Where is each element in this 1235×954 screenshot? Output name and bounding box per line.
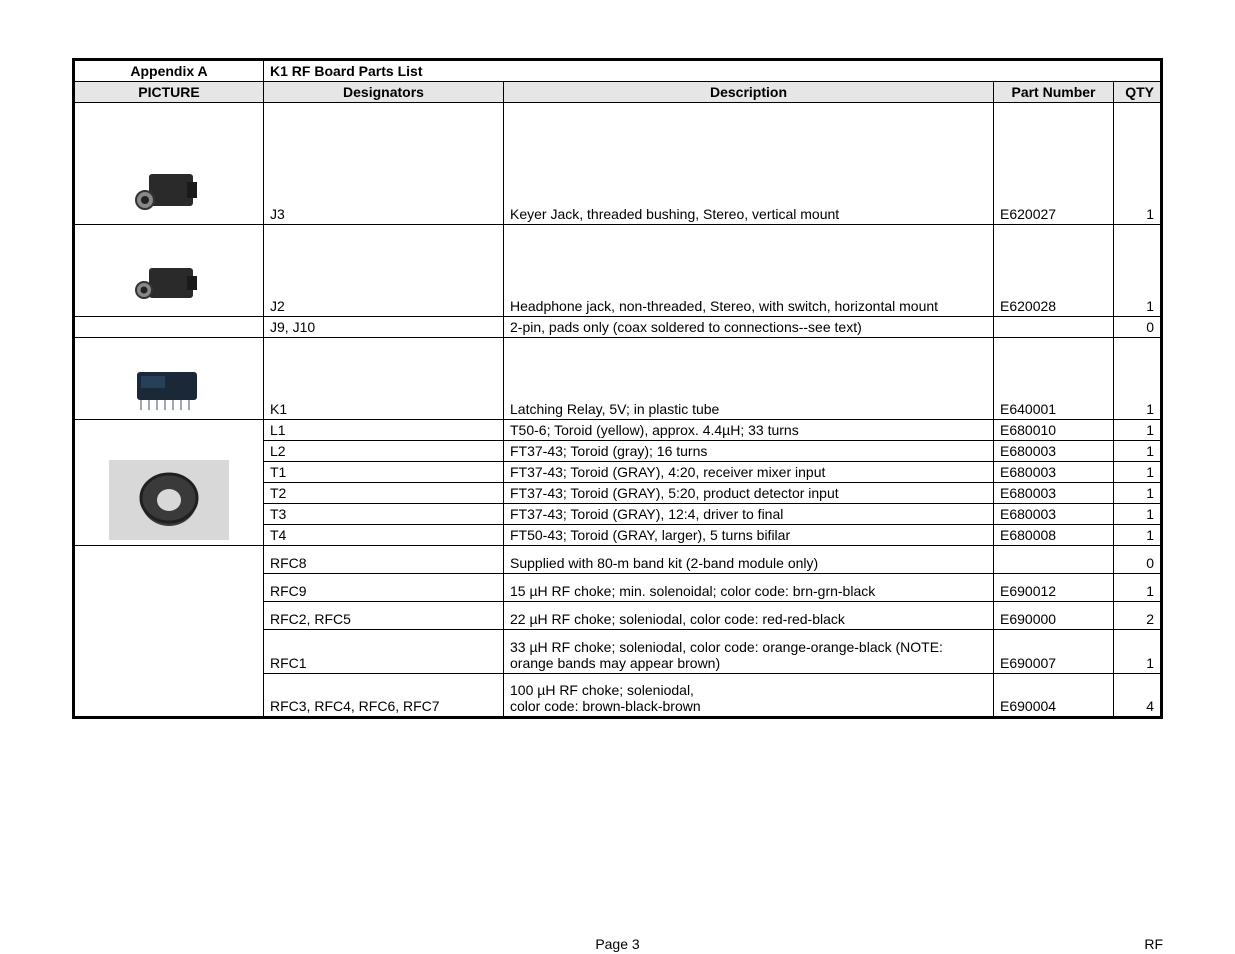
appendix-label: Appendix A (74, 60, 264, 82)
qty-cell: 1 (1114, 630, 1162, 674)
part-number-cell: E680003 (994, 504, 1114, 525)
description-cell: Supplied with 80-m band kit (2-band modu… (504, 546, 994, 574)
designator-cell: RFC3, RFC4, RFC6, RFC7 (264, 674, 504, 718)
picture-cell (74, 420, 264, 546)
col-description: Description (504, 82, 994, 103)
parts-table: Appendix A K1 RF Board Parts List PICTUR… (72, 58, 1163, 719)
relay-icon (127, 366, 212, 414)
qty-cell: 1 (1114, 420, 1162, 441)
qty-cell: 0 (1114, 546, 1162, 574)
designator-cell: J9, J10 (264, 317, 504, 338)
part-number-cell: E620028 (994, 225, 1114, 317)
designator-cell: T2 (264, 483, 504, 504)
designator-cell: J3 (264, 103, 504, 225)
qty-cell: 1 (1114, 338, 1162, 420)
audio-jack-icon (129, 164, 209, 219)
designator-cell: T3 (264, 504, 504, 525)
description-cell: 15 µH RF choke; min. solenoidal; color c… (504, 574, 994, 602)
designator-cell: RFC2, RFC5 (264, 602, 504, 630)
description-cell: FT50-43; Toroid (GRAY, larger), 5 turns … (504, 525, 994, 546)
designator-cell: RFC1 (264, 630, 504, 674)
table-row: J3 Keyer Jack, threaded bushing, Stereo,… (74, 103, 1162, 225)
table-title: K1 RF Board Parts List (264, 60, 1162, 82)
toroid-icon (109, 460, 229, 540)
qty-cell: 1 (1114, 574, 1162, 602)
picture-cell (74, 546, 264, 718)
part-number-cell: E680003 (994, 441, 1114, 462)
picture-cell (74, 317, 264, 338)
picture-cell (74, 103, 264, 225)
designator-cell: T1 (264, 462, 504, 483)
table-row: K1 Latching Relay, 5V; in plastic tube E… (74, 338, 1162, 420)
picture-cell (74, 338, 264, 420)
part-number-cell: E680003 (994, 462, 1114, 483)
description-cell: Headphone jack, non-threaded, Stereo, wi… (504, 225, 994, 317)
qty-cell: 0 (1114, 317, 1162, 338)
description-cell: 22 µH RF choke; soleniodal, color code: … (504, 602, 994, 630)
designator-cell: RFC9 (264, 574, 504, 602)
part-number-cell: E690004 (994, 674, 1114, 718)
col-picture: PICTURE (74, 82, 264, 103)
col-designators: Designators (264, 82, 504, 103)
qty-cell: 1 (1114, 225, 1162, 317)
table-row: RFC8 Supplied with 80-m band kit (2-band… (74, 546, 1162, 574)
designator-cell: J2 (264, 225, 504, 317)
part-number-cell: E690007 (994, 630, 1114, 674)
description-cell: FT37-43; Toroid (gray); 16 turns (504, 441, 994, 462)
audio-jack-icon (129, 256, 209, 311)
part-number-cell: E620027 (994, 103, 1114, 225)
designator-cell: L2 (264, 441, 504, 462)
designator-cell: K1 (264, 338, 504, 420)
designator-cell: L1 (264, 420, 504, 441)
qty-cell: 1 (1114, 103, 1162, 225)
part-number-cell (994, 546, 1114, 574)
description-cell: 2-pin, pads only (coax soldered to conne… (504, 317, 994, 338)
qty-cell: 1 (1114, 504, 1162, 525)
title-row: Appendix A K1 RF Board Parts List (74, 60, 1162, 82)
description-cell: FT37-43; Toroid (GRAY), 4:20, receiver m… (504, 462, 994, 483)
col-qty: QTY (1114, 82, 1162, 103)
table-row: L1 T50-6; Toroid (yellow), approx. 4.4µH… (74, 420, 1162, 441)
part-number-cell: E680003 (994, 483, 1114, 504)
part-number-cell: E690000 (994, 602, 1114, 630)
part-number-cell: E680008 (994, 525, 1114, 546)
qty-cell: 1 (1114, 483, 1162, 504)
description-cell: Keyer Jack, threaded bushing, Stereo, ve… (504, 103, 994, 225)
table-row: J2 Headphone jack, non-threaded, Stereo,… (74, 225, 1162, 317)
col-part-number: Part Number (994, 82, 1114, 103)
part-number-cell: E640001 (994, 338, 1114, 420)
page: Appendix A K1 RF Board Parts List PICTUR… (0, 0, 1235, 719)
column-header-row: PICTURE Designators Description Part Num… (74, 82, 1162, 103)
designator-cell: RFC8 (264, 546, 504, 574)
qty-cell: 1 (1114, 441, 1162, 462)
footer-section-label: RF (1144, 936, 1163, 952)
qty-cell: 1 (1114, 525, 1162, 546)
part-number-cell: E680010 (994, 420, 1114, 441)
description-cell: FT37-43; Toroid (GRAY), 12:4, driver to … (504, 504, 994, 525)
description-cell: FT37-43; Toroid (GRAY), 5:20, product de… (504, 483, 994, 504)
picture-cell (74, 225, 264, 317)
description-cell: 100 µH RF choke; soleniodal, color code:… (504, 674, 994, 718)
part-number-cell (994, 317, 1114, 338)
table-row: J9, J10 2-pin, pads only (coax soldered … (74, 317, 1162, 338)
description-cell: T50-6; Toroid (yellow), approx. 4.4µH; 3… (504, 420, 994, 441)
description-cell: 33 µH RF choke; soleniodal, color code: … (504, 630, 994, 674)
designator-cell: T4 (264, 525, 504, 546)
footer-page-number: Page 3 (595, 936, 639, 952)
qty-cell: 1 (1114, 462, 1162, 483)
qty-cell: 4 (1114, 674, 1162, 718)
part-number-cell: E690012 (994, 574, 1114, 602)
description-cell: Latching Relay, 5V; in plastic tube (504, 338, 994, 420)
qty-cell: 2 (1114, 602, 1162, 630)
